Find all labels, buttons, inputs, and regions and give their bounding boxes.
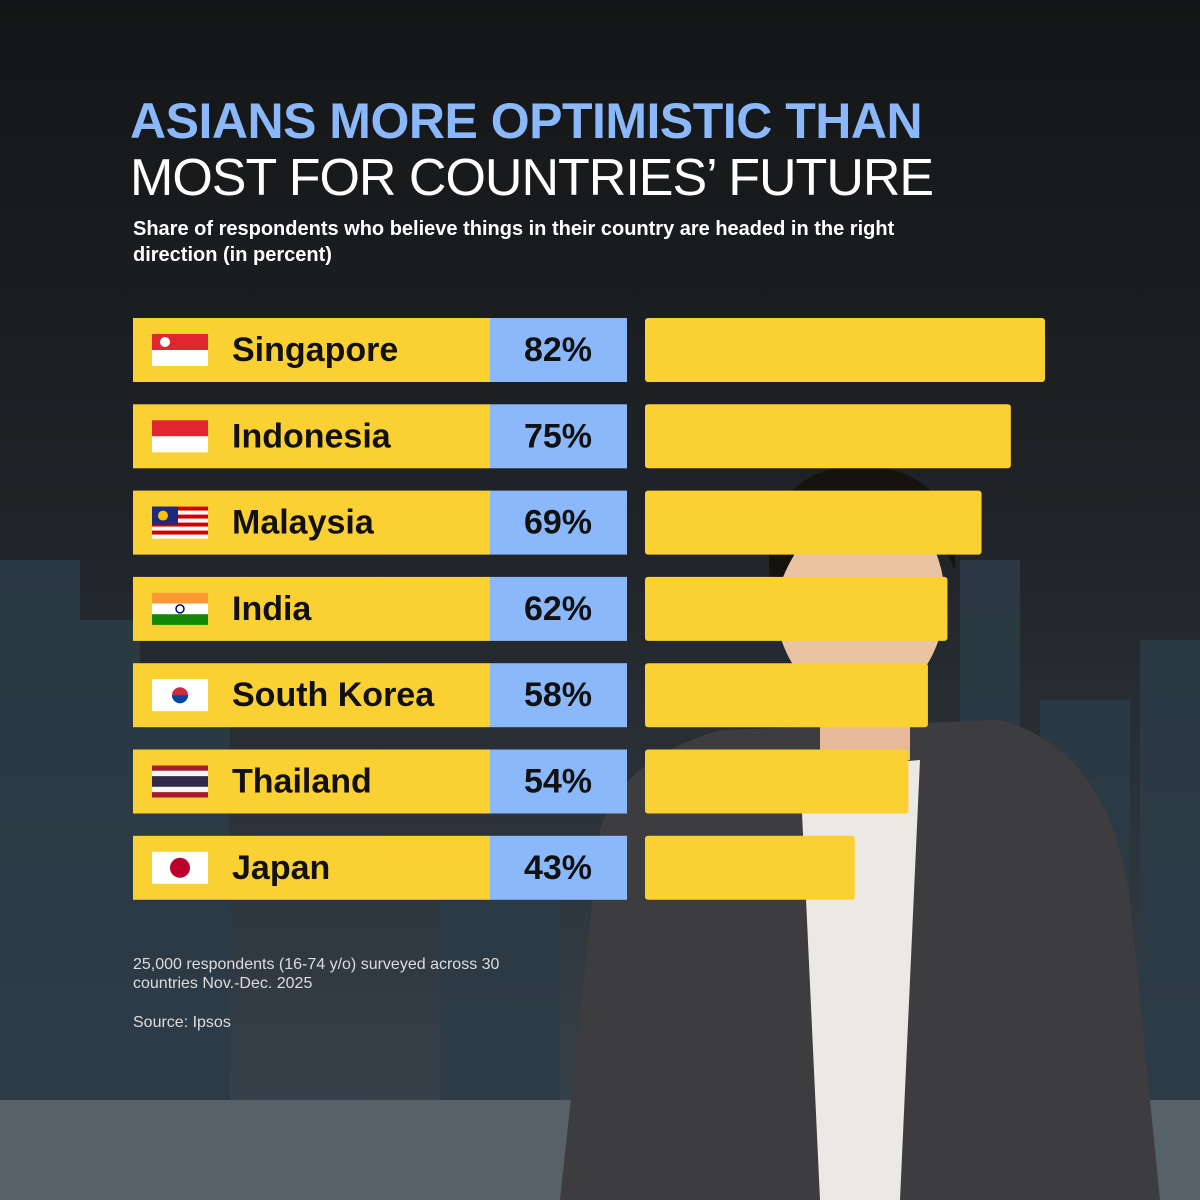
category-label: Japan (232, 849, 330, 887)
flag-wheel (175, 604, 185, 614)
subtitle: Share of respondents who believe things … (133, 218, 895, 266)
flag-stripe (152, 436, 208, 453)
bar (645, 490, 982, 555)
category-label: India (232, 590, 312, 628)
flag-stripe (152, 614, 208, 625)
bar (645, 576, 948, 641)
flag (152, 851, 208, 884)
flag-stripe (152, 765, 208, 771)
value-label: 58% (524, 676, 592, 714)
flag-moon (158, 510, 168, 521)
bar (645, 749, 909, 814)
value-box (490, 576, 627, 641)
flag-moon (160, 337, 170, 347)
flag (152, 334, 208, 366)
title-line-2: MOST FOR COUNTRIES’ FUTURE (130, 149, 934, 207)
flag-stripe (152, 792, 208, 798)
value-box (490, 749, 627, 814)
flag-stripe (152, 534, 208, 539)
flag-stripe (152, 420, 208, 437)
bar (645, 404, 1011, 469)
value-label: 54% (524, 762, 592, 800)
footnote: 25,000 respondents (16-74 y/o) surveyed … (133, 956, 500, 992)
value-label: 62% (524, 590, 592, 628)
bar (645, 318, 1045, 382)
value-box (490, 835, 627, 900)
value-box (490, 318, 627, 382)
category-label: Indonesia (232, 417, 392, 455)
flag-stripe (152, 514, 208, 519)
flag-stripe (152, 510, 208, 515)
flag-stripe (152, 592, 208, 604)
value-label: 43% (524, 849, 592, 887)
value-label: 69% (524, 504, 592, 542)
category-label: South Korea (232, 676, 435, 714)
flag (152, 679, 208, 712)
value-label: 82% (524, 331, 592, 369)
flag-stripe (152, 530, 208, 535)
source: Source: Ipsos (133, 1014, 231, 1031)
flag-disc-half (172, 695, 188, 704)
value-box (490, 490, 627, 555)
flag-stripe (152, 350, 208, 366)
title: ASIANS MORE OPTIMISTIC THAN (130, 93, 923, 149)
flag-stripe (152, 518, 208, 523)
flag-stripe (152, 506, 208, 511)
flag (152, 420, 208, 453)
flag (152, 592, 208, 625)
flag-disc (170, 857, 190, 878)
bar (645, 663, 928, 728)
category-label: Thailand (232, 762, 372, 800)
flag-stripe (152, 770, 208, 777)
flag-stripe (152, 786, 208, 793)
flag (152, 765, 208, 798)
flag-stripe (152, 522, 208, 527)
flag-stripe (152, 776, 208, 782)
flag-stripe (152, 603, 208, 615)
flag-stripe (152, 781, 208, 787)
category-label: Singapore (232, 331, 398, 369)
value-box (490, 404, 627, 469)
bar (645, 835, 855, 900)
value-label: 75% (524, 417, 592, 455)
value-box (490, 663, 627, 728)
category-label: Malaysia (232, 504, 375, 542)
flag (152, 506, 208, 539)
flag-stripe (152, 526, 208, 531)
